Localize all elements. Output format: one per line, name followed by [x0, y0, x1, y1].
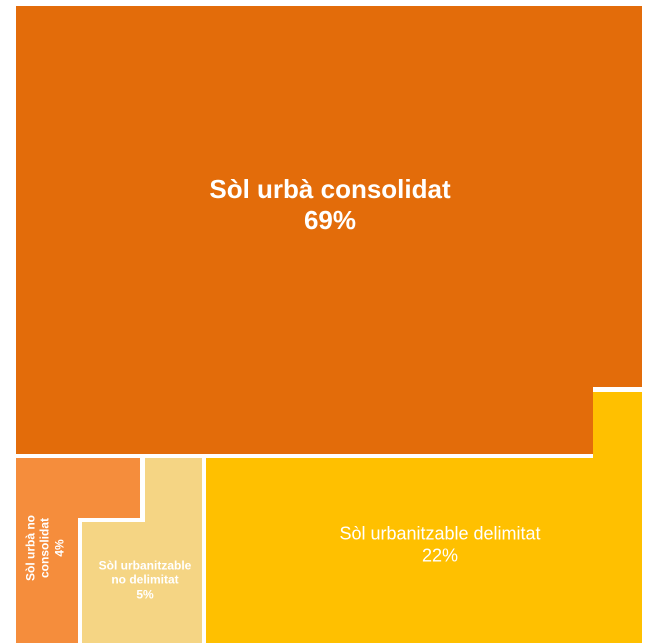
treemap-cell [16, 6, 642, 454]
treemap-cell [82, 458, 202, 643]
category-name: Sòl urbanitzable no delimitat [98, 558, 192, 587]
category-name: Sòl urbà consolidat [209, 173, 451, 204]
value-label: 5% [136, 587, 154, 602]
cell-label: Sòl urbanitzable no delimitat 5% [90, 558, 200, 601]
value-label: 69% [303, 205, 357, 235]
category-name: Sòl urbanitzable delimitat [339, 523, 541, 544]
category-name: Sòl urbà no consolidat [23, 515, 52, 581]
treemap-cell [16, 458, 140, 643]
value-label: 4% [52, 539, 67, 557]
cell-label: Sòl urbanitzable delimitat 22% [280, 523, 600, 566]
value-label: 22% [421, 545, 459, 565]
cell-label: Sòl urbà no consolidat 4% [23, 463, 66, 633]
cell-label: Sòl urbà consolidat 69% [130, 174, 530, 236]
treemap-cell [206, 392, 642, 643]
